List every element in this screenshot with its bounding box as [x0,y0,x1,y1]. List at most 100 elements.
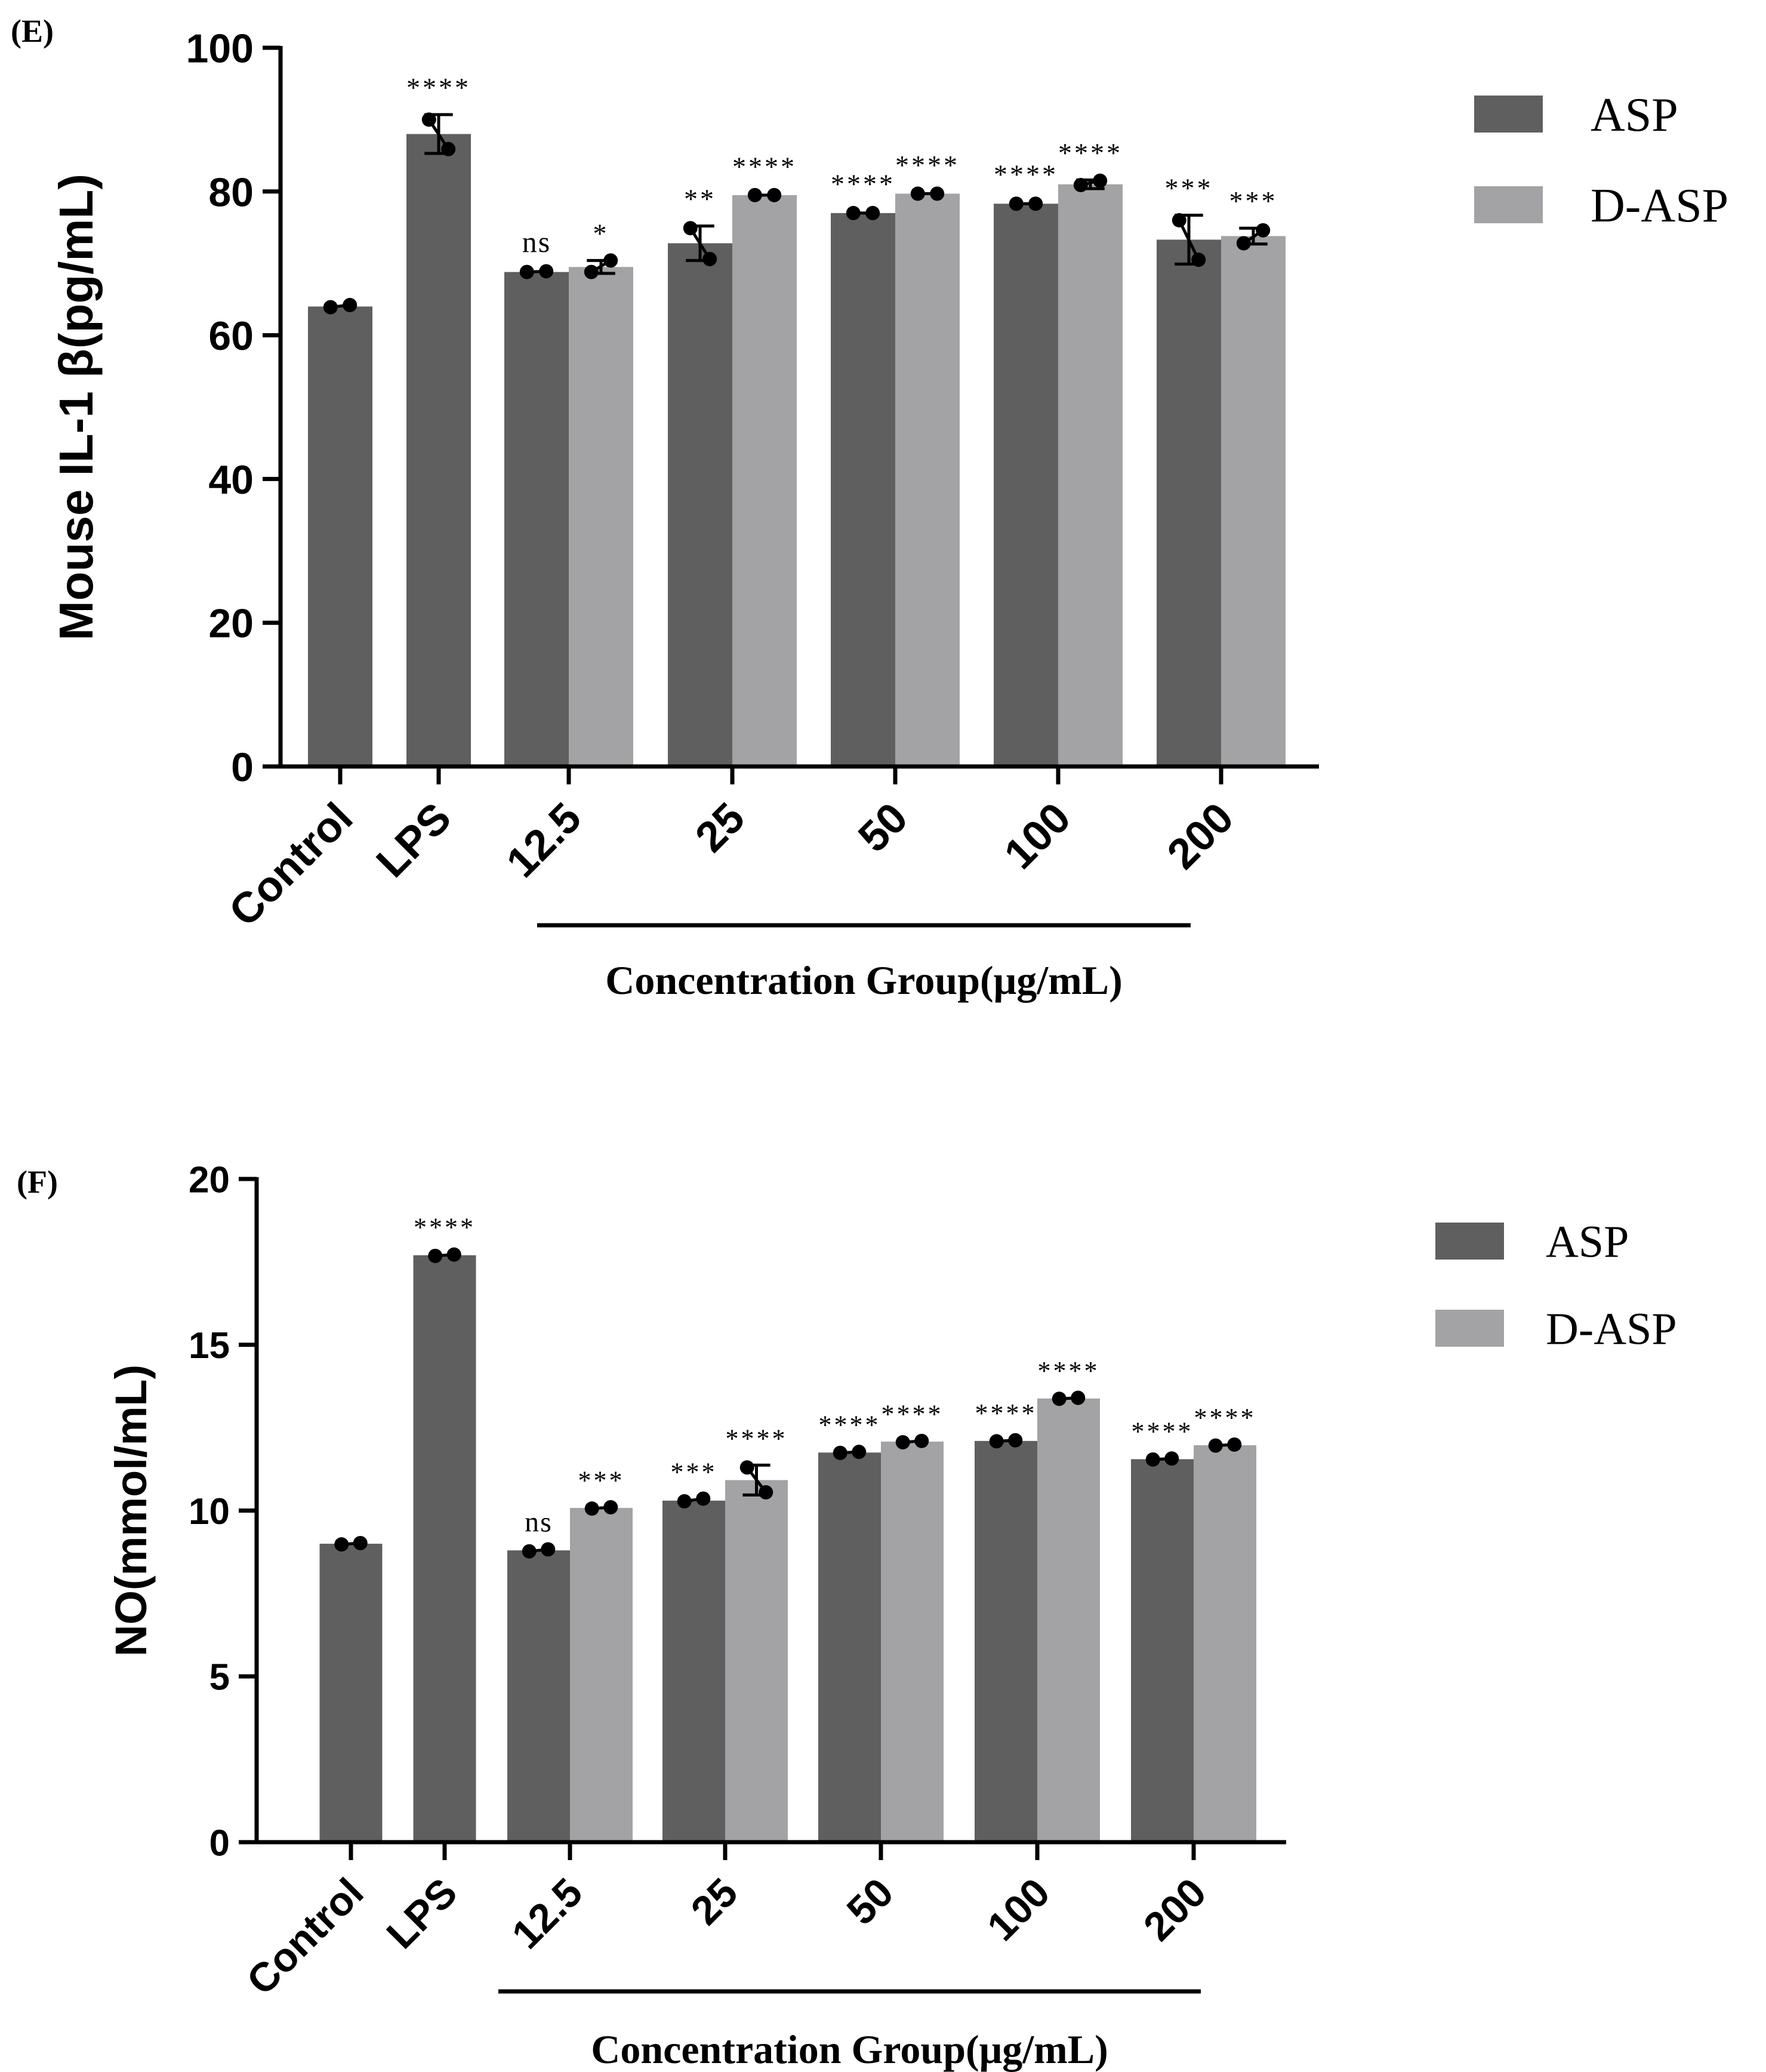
data-point [677,1494,692,1508]
significance-mark: *** [578,1466,625,1495]
chart-panel-f: (F) 0 5 10 15 20 NO(mmol/mL) Control **** LPS ns **… [17,1159,1677,2072]
data-point [914,1433,929,1448]
y-tick-label: 15 [189,1325,230,1366]
data-point [846,205,861,220]
bar-asp [406,134,471,767]
bar-dasp [1221,236,1286,766]
x-category-label: Control [220,794,362,936]
data-point [1073,177,1088,192]
bar-dasp [725,1480,788,1842]
significance-mark: **** [414,1213,476,1242]
y-axis-title: NO(mmol/mL) [106,1365,156,1657]
bar-dasp [570,1508,633,1842]
legend: ASP D-ASP [1435,1217,1677,1354]
replicate-link [1178,219,1200,261]
legend-swatch-asp [1474,96,1543,133]
x-axis-title: Concentration Group(μg/mL) [591,2027,1108,2072]
legend-swatch-asp [1435,1223,1504,1260]
chart-panel-e: (E) 0 20 40 60 80 100 Mouse IL-1 β(pg/mL) Contro… [11,13,1728,1003]
x-category-label: 200 [1135,1870,1215,1950]
significance-mark: **** [994,159,1058,190]
bar-dasp [1194,1445,1256,1842]
panel-label: (E) [11,13,54,49]
y-axis-title: Mouse IL-1 β(pg/mL) [50,174,103,641]
bar-asp [504,272,569,766]
data-point [930,186,945,201]
significance-mark: **** [1194,1403,1256,1432]
data-point [683,221,698,236]
legend: ASP D-ASP [1474,89,1728,232]
data-point [910,186,925,201]
data-point [747,187,762,202]
data-point [1071,1390,1086,1405]
bar-dasp [881,1441,944,1842]
legend-label-dasp: D-ASP [1591,180,1728,232]
y-tick-label: 60 [208,313,254,359]
x-category-label: 25 [682,1870,746,1934]
legend-swatch-dasp [1474,186,1543,223]
significance-mark: **** [726,1424,788,1453]
data-point [519,264,534,279]
data-point [865,205,880,220]
significance-mark: **** [882,1399,944,1428]
x-category-label: 50 [838,1870,902,1934]
data-point [1172,213,1186,227]
bar-asp [413,1255,476,1842]
significance-mark: **** [1058,138,1123,168]
x-category-label: 12.5 [498,794,591,887]
data-point [428,1248,443,1263]
data-point [603,1500,618,1514]
bar-asp [975,1440,1037,1842]
x-category-label: LPS [378,1870,466,1957]
significance-mark: * [593,218,609,248]
data-point [603,253,618,268]
bar-asp [308,306,372,766]
legend-label-dasp: D-ASP [1546,1304,1677,1354]
data-point [833,1445,847,1460]
data-point [441,141,456,156]
data-point [353,1535,368,1550]
bar-dasp [1058,184,1123,766]
data-point [1145,1452,1160,1467]
significance-mark: *** [1229,186,1278,216]
significance-mark: ** [684,184,716,214]
y-tick-label: 5 [209,1657,230,1698]
data-point [334,1537,349,1552]
data-point [539,264,554,279]
y-tick-label: 40 [208,457,254,503]
data-point [584,1501,599,1516]
significance-mark: *** [1165,173,1213,204]
data-point [1093,173,1108,188]
data-point [696,1491,711,1506]
bar-dasp [569,267,633,767]
y-tick-label: 80 [208,170,254,215]
data-point [759,1485,773,1500]
significance-mark: **** [1132,1417,1194,1446]
x-category-label: 200 [1158,794,1243,879]
significance-mark: *** [671,1458,717,1487]
y-tick-label: 20 [208,601,254,646]
bar-asp [1131,1459,1194,1842]
legend-swatch-dasp [1435,1310,1504,1347]
y-tick-label: 100 [186,26,254,71]
x-category-label: LPS [368,794,461,887]
significance-mark: **** [975,1399,1037,1428]
x-category-label: Control [238,1870,372,2004]
data-point [1008,1433,1023,1448]
bar-asp [668,243,732,766]
x-category-label: 25 [686,794,754,861]
data-point [584,264,599,279]
x-category-label: 100 [996,794,1080,879]
significance-mark: **** [406,72,471,103]
y-tick-label: 0 [231,744,254,790]
data-point [1164,1451,1179,1466]
data-point [1028,196,1043,211]
data-point [1236,236,1251,251]
significance-mark: **** [732,151,797,181]
data-point [1052,1391,1067,1406]
legend-label-asp: ASP [1591,89,1678,141]
data-point [702,251,717,266]
bar-dasp [1037,1398,1100,1842]
data-point [1009,196,1024,211]
